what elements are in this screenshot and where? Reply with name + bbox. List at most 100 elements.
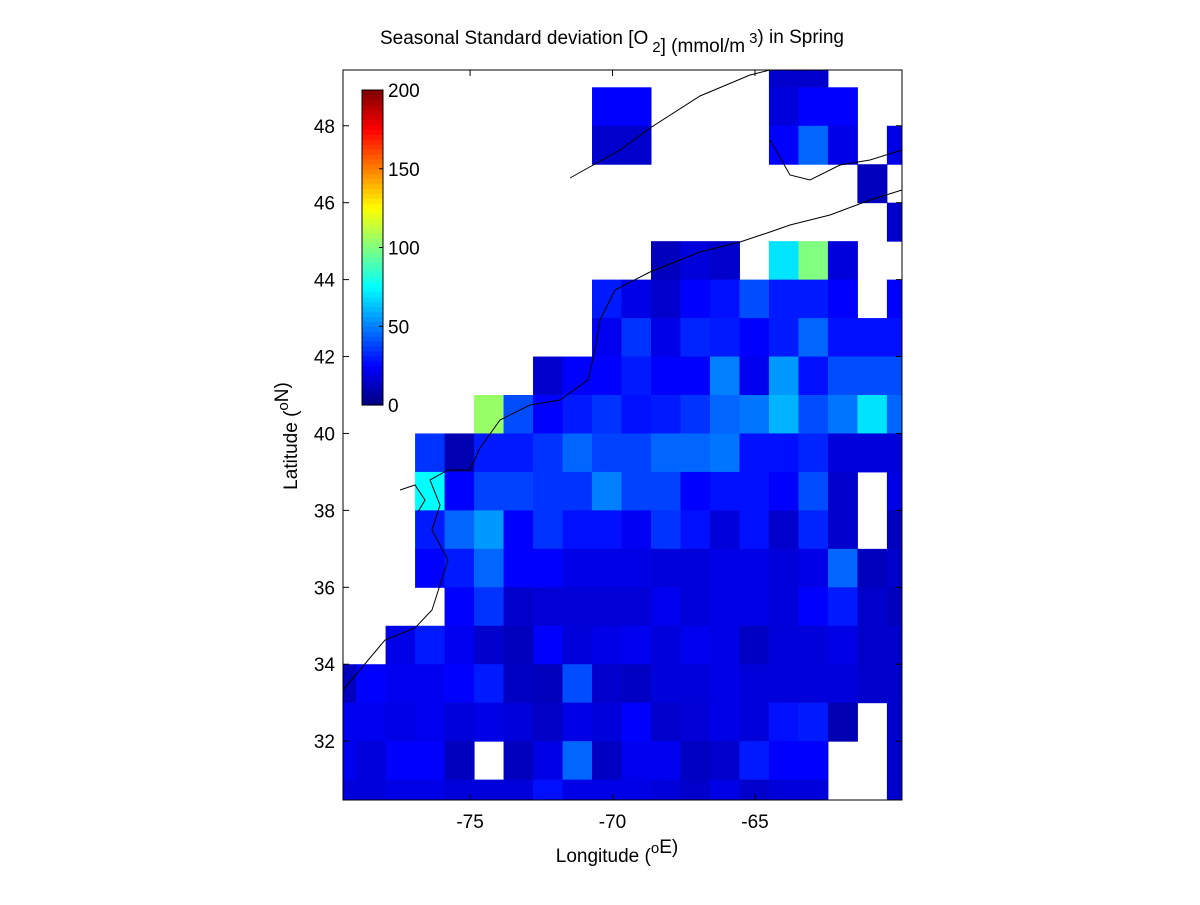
cell xyxy=(650,471,681,511)
cell xyxy=(827,356,858,396)
cell xyxy=(621,702,652,742)
cell xyxy=(709,433,740,473)
cell xyxy=(857,318,888,358)
colorbar-step xyxy=(362,400,383,406)
plot-frame xyxy=(342,69,903,801)
cell xyxy=(415,741,446,781)
cell xyxy=(709,702,740,742)
cell xyxy=(768,664,799,704)
colorbar-step xyxy=(362,188,383,194)
colorbar-step xyxy=(362,252,383,258)
cell xyxy=(562,702,593,742)
cell xyxy=(886,548,902,588)
text-part: Latitude ( xyxy=(281,410,302,490)
cell xyxy=(621,779,652,800)
cell xyxy=(592,664,623,704)
cell xyxy=(592,702,623,742)
cell xyxy=(592,741,623,781)
colorbar-step xyxy=(362,158,383,165)
cell xyxy=(680,702,711,742)
cell xyxy=(886,625,902,665)
cell xyxy=(739,279,770,319)
chart-title: Seasonal Standard deviation [O 2] (mmol/m… xyxy=(380,27,844,57)
cell xyxy=(798,279,829,319)
cell xyxy=(886,202,902,242)
cell xyxy=(444,510,475,550)
colorbar-tick-label: 50 xyxy=(388,317,409,338)
colorbar-step xyxy=(362,281,383,288)
cell xyxy=(739,356,770,396)
cell xyxy=(621,395,652,434)
cell xyxy=(739,587,770,627)
cell xyxy=(562,779,593,800)
colorbar-tick-label: 0 xyxy=(388,396,399,417)
cell xyxy=(385,741,416,781)
cell xyxy=(768,779,799,800)
colorbar-step xyxy=(362,311,383,318)
colorbar-step xyxy=(362,124,383,130)
cell xyxy=(621,471,652,511)
cell xyxy=(739,433,770,473)
cell xyxy=(533,702,564,742)
cell xyxy=(798,664,829,704)
cell xyxy=(356,702,387,742)
cell xyxy=(798,356,829,396)
cell xyxy=(533,433,564,473)
cell xyxy=(592,548,623,588)
colorbar-step xyxy=(362,350,383,357)
cell xyxy=(503,395,534,434)
cell xyxy=(827,625,858,665)
x-tick-label: -75 xyxy=(456,812,483,833)
cell xyxy=(768,471,799,511)
title-part: Seasonal Standard deviation [O xyxy=(380,28,648,49)
colorbar-step xyxy=(362,222,383,229)
cell xyxy=(768,241,799,281)
cell xyxy=(798,70,829,88)
cell xyxy=(650,510,681,550)
colorbar-step xyxy=(362,291,383,298)
cell xyxy=(592,510,623,550)
cell xyxy=(857,395,888,434)
cell xyxy=(768,433,799,473)
cell xyxy=(886,510,902,550)
colorbar-step xyxy=(362,109,383,116)
cell xyxy=(709,741,740,781)
cell xyxy=(709,625,740,665)
cell xyxy=(533,395,564,434)
text-part: N) xyxy=(272,382,293,402)
cell xyxy=(680,471,711,511)
cell xyxy=(562,548,593,588)
y-tick-label: 46 xyxy=(314,194,335,215)
cell xyxy=(768,70,799,88)
cell xyxy=(827,241,858,281)
colorbar-step xyxy=(362,360,383,367)
cell xyxy=(739,625,770,665)
cell xyxy=(650,433,681,473)
cell xyxy=(650,741,681,781)
cell xyxy=(415,625,446,665)
cell xyxy=(680,779,711,800)
cell xyxy=(503,625,534,665)
cell xyxy=(798,433,829,473)
colorbar-step xyxy=(362,355,383,362)
cell xyxy=(444,587,475,627)
cell xyxy=(886,664,902,704)
cell xyxy=(798,741,829,781)
cell xyxy=(533,510,564,550)
colorbar-step xyxy=(362,321,383,327)
colorbar-step xyxy=(362,326,383,332)
cell xyxy=(798,318,829,358)
colorbar-step xyxy=(362,213,383,219)
cell xyxy=(798,87,829,127)
y-tick-label: 36 xyxy=(314,578,335,599)
cell xyxy=(739,548,770,588)
y-tick-label: 32 xyxy=(314,732,335,753)
cell xyxy=(886,356,902,396)
colorbar-step xyxy=(362,134,383,140)
cell xyxy=(650,779,681,800)
colorbar-step xyxy=(362,183,383,190)
cell xyxy=(533,741,564,781)
cell xyxy=(343,702,357,742)
cell xyxy=(798,241,829,281)
cell xyxy=(503,471,534,511)
